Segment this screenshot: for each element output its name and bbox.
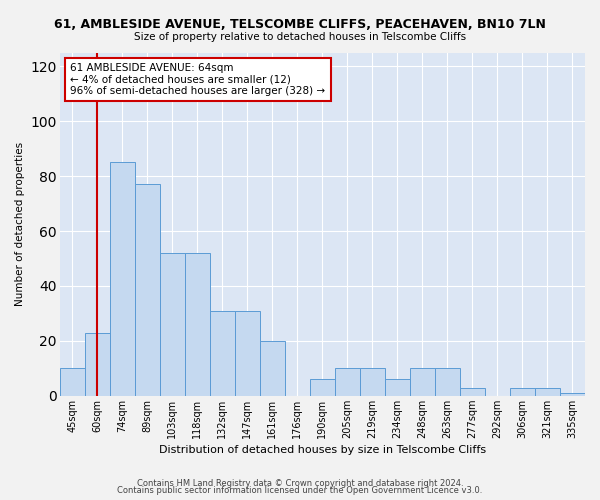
Text: Contains public sector information licensed under the Open Government Licence v3: Contains public sector information licen… [118, 486, 482, 495]
Bar [310, 380, 335, 396]
Bar [135, 184, 160, 396]
Bar [185, 253, 210, 396]
Bar [435, 368, 460, 396]
Bar [85, 332, 110, 396]
Bar [360, 368, 385, 396]
Bar [335, 368, 360, 396]
Bar [560, 393, 585, 396]
Bar [60, 368, 85, 396]
Bar [510, 388, 535, 396]
Bar [460, 388, 485, 396]
Bar [160, 253, 185, 396]
Text: Size of property relative to detached houses in Telscombe Cliffs: Size of property relative to detached ho… [134, 32, 466, 42]
Bar [535, 388, 560, 396]
Bar [260, 341, 285, 396]
X-axis label: Distribution of detached houses by size in Telscombe Cliffs: Distribution of detached houses by size … [159, 445, 486, 455]
Y-axis label: Number of detached properties: Number of detached properties [15, 142, 25, 306]
Bar [210, 310, 235, 396]
Bar [235, 310, 260, 396]
Text: Contains HM Land Registry data © Crown copyright and database right 2024.: Contains HM Land Registry data © Crown c… [137, 478, 463, 488]
Bar [410, 368, 435, 396]
Text: 61, AMBLESIDE AVENUE, TELSCOMBE CLIFFS, PEACEHAVEN, BN10 7LN: 61, AMBLESIDE AVENUE, TELSCOMBE CLIFFS, … [54, 18, 546, 30]
Text: 61 AMBLESIDE AVENUE: 64sqm
← 4% of detached houses are smaller (12)
96% of semi-: 61 AMBLESIDE AVENUE: 64sqm ← 4% of detac… [70, 63, 325, 96]
Bar [385, 380, 410, 396]
Bar [110, 162, 135, 396]
